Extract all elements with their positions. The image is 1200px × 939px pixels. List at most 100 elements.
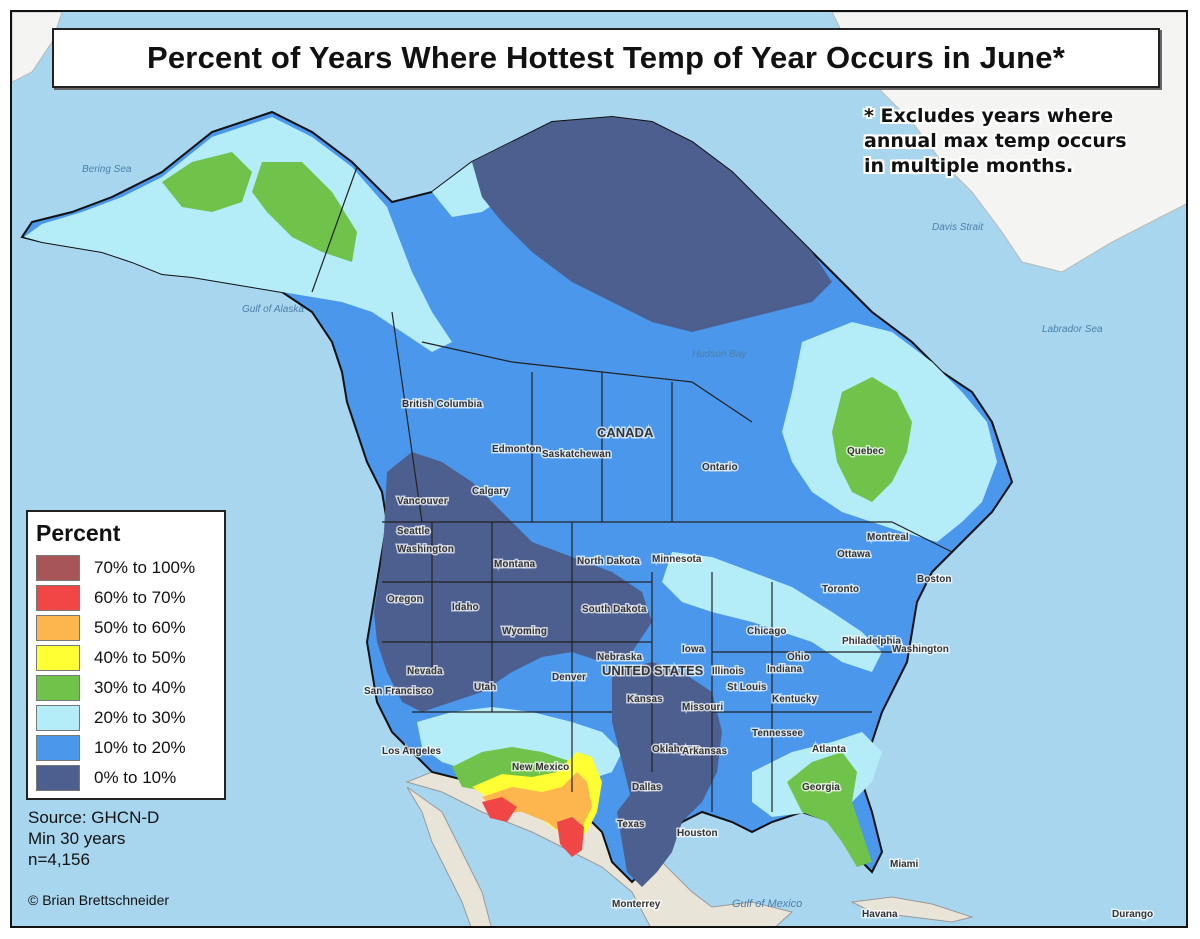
- label-toronto: Toronto: [822, 584, 859, 595]
- legend-label: 0% to 10%: [94, 768, 177, 787]
- legend-swatch: [36, 675, 80, 701]
- legend-item: 10% to 20%: [36, 733, 224, 763]
- legend-swatch: [36, 555, 80, 581]
- footnote-line-3: in multiple months.: [864, 155, 1074, 177]
- legend-label: 30% to 40%: [94, 678, 186, 697]
- legend-label: 60% to 70%: [94, 588, 186, 607]
- label-nebraska: Nebraska: [597, 652, 642, 663]
- label-indiana: Indiana: [767, 664, 802, 675]
- label-united-states: UNITED STATES: [602, 663, 704, 678]
- label-ontario: Ontario: [702, 462, 738, 473]
- region-30-40-quebec: [832, 377, 912, 502]
- label-north-dakota: North Dakota: [577, 556, 640, 567]
- label-iowa: Iowa: [682, 644, 705, 655]
- region-30-40-yukon: [252, 162, 357, 262]
- legend-label: 20% to 30%: [94, 708, 186, 727]
- label-canada: CANADA: [597, 425, 654, 440]
- footnote-line-1: * Excludes years where: [864, 105, 1114, 127]
- region-0-10-texas: [617, 792, 682, 887]
- legend-title: Percent: [36, 520, 121, 546]
- label-seattle: Seattle: [397, 526, 430, 537]
- label-missouri: Missouri: [682, 702, 723, 713]
- label-denver: Denver: [552, 672, 586, 683]
- label-st-louis: St Louis: [727, 682, 767, 693]
- label-montana: Montana: [494, 559, 536, 570]
- source-line: Min 30 years: [28, 829, 126, 848]
- label-miami: Miami: [890, 859, 919, 870]
- label-idaho: Idaho: [452, 602, 479, 613]
- legend-swatch: [36, 705, 80, 731]
- label-washington-dc: Washington: [892, 644, 949, 655]
- legend-swatch: [36, 765, 80, 791]
- label-houston: Houston: [677, 828, 718, 839]
- label-gulf-of-alaska: Gulf of Alaska: [242, 304, 304, 315]
- label-utah: Utah: [474, 682, 496, 693]
- label-tennessee: Tennessee: [752, 728, 803, 739]
- label-san-francisco: San Francisco: [364, 686, 432, 697]
- label-havana: Havana: [862, 909, 898, 920]
- source-note: Source: GHCN-D Min 30 years n=4,156: [28, 807, 159, 870]
- legend-item: 40% to 50%: [36, 643, 224, 673]
- label-georgia: Georgia: [802, 782, 840, 793]
- region-30-40-alaska: [162, 152, 252, 212]
- label-boston: Boston: [917, 574, 951, 585]
- legend-item: 30% to 40%: [36, 673, 224, 703]
- label-bering-sea: Bering Sea: [82, 164, 132, 175]
- region-60-70-arizona: [482, 797, 517, 822]
- map-canvas: Bering Sea Gulf of Alaska Hudson Bay Lab…: [12, 12, 1186, 926]
- label-montreal: Montreal: [867, 532, 909, 543]
- legend-label: 50% to 60%: [94, 618, 186, 637]
- legend-label: 70% to 100%: [94, 558, 196, 577]
- label-ohio: Ohio: [787, 652, 810, 663]
- region-0-10-arctic: [472, 117, 832, 332]
- label-vancouver: Vancouver: [397, 496, 448, 507]
- label-calgary: Calgary: [472, 486, 509, 497]
- source-line: n=4,156: [28, 850, 90, 869]
- label-ottawa: Ottawa: [837, 549, 871, 560]
- legend-label: 40% to 50%: [94, 648, 186, 667]
- label-wyoming: Wyoming: [502, 626, 547, 637]
- baja-land: [406, 786, 492, 926]
- label-edmonton: Edmonton: [492, 444, 541, 455]
- footnote-line-2: annual max temp occurs: [864, 130, 1127, 152]
- footnote: * Excludes years where annual max temp o…: [864, 104, 1164, 179]
- label-south-dakota: South Dakota: [582, 604, 647, 615]
- legend: Percent 70% to 100% 60% to 70% 50% to 60…: [26, 510, 226, 800]
- label-quebec: Quebec: [847, 446, 884, 457]
- legend-label: 10% to 20%: [94, 738, 186, 757]
- label-british-columbia: British Columbia: [402, 399, 482, 410]
- map-frame: Bering Sea Gulf of Alaska Hudson Bay Lab…: [10, 10, 1188, 928]
- label-new-mexico: New Mexico: [512, 762, 569, 773]
- label-oklahoma: Oklahoma: [652, 744, 701, 755]
- region-20-30-alaska: [24, 117, 452, 352]
- legend-swatch: [36, 615, 80, 641]
- title-box: Percent of Years Where Hottest Temp of Y…: [52, 28, 1160, 88]
- label-washington: Washington: [397, 544, 454, 555]
- legend-item: 0% to 10%: [36, 763, 224, 793]
- legend-item: 60% to 70%: [36, 583, 224, 613]
- label-labrador-sea: Labrador Sea: [1042, 324, 1103, 335]
- legend-item: 70% to 100%: [36, 553, 224, 583]
- political-borders: [311, 166, 953, 812]
- label-nevada: Nevada: [407, 666, 443, 677]
- label-los-angeles: Los Angeles: [382, 746, 442, 757]
- label-hudson-bay: Hudson Bay: [692, 349, 747, 360]
- legend-swatch: [36, 645, 80, 671]
- label-oregon: Oregon: [387, 594, 423, 605]
- label-minnesota: Minnesota: [652, 554, 702, 565]
- legend-swatch: [36, 735, 80, 761]
- label-philadelphia: Philadelphia: [842, 636, 901, 647]
- label-davis-strait: Davis Strait: [932, 222, 984, 233]
- label-texas: Texas: [617, 819, 645, 830]
- label-monterrey: Monterrey: [612, 899, 661, 910]
- label-dallas: Dallas: [632, 782, 662, 793]
- label-chicago: Chicago: [747, 626, 786, 637]
- label-kentucky: Kentucky: [772, 694, 817, 705]
- cuba-land: [850, 896, 974, 923]
- page-title: Percent of Years Where Hottest Temp of Y…: [146, 40, 1065, 75]
- label-gulf-of-mexico: Gulf of Mexico: [732, 898, 802, 910]
- label-durango: Durango: [1112, 909, 1153, 920]
- label-kansas: Kansas: [627, 694, 663, 705]
- legend-item: 20% to 30%: [36, 703, 224, 733]
- region-30-40-florida: [787, 752, 872, 867]
